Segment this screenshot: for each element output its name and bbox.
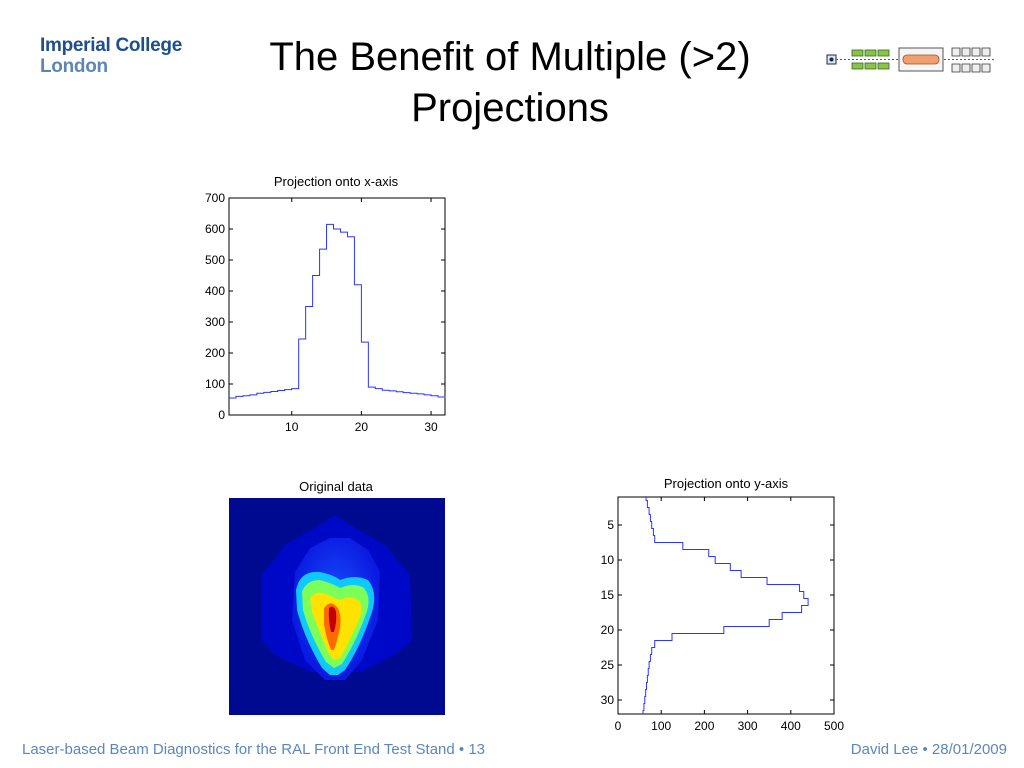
x-projection-ytick-label: 100 — [205, 377, 225, 391]
original-data-heatmap: Original data — [229, 479, 445, 715]
y-projection-xtick-label: 400 — [781, 719, 801, 733]
x-projection-ytick-label: 0 — [218, 408, 225, 422]
y-projection-ytick-label: 5 — [607, 518, 614, 532]
x-projection-trace — [229, 223, 446, 399]
y-projection-ytick-label: 10 — [601, 553, 615, 567]
y-projection-xtick-label: 0 — [615, 719, 622, 733]
heatmap-beam-max — [328, 606, 337, 632]
y-projection-ytick-label: 20 — [601, 623, 615, 637]
y-projection-trace — [642, 497, 809, 714]
y-projection-xtick-label: 100 — [651, 719, 671, 733]
slide-title: The Benefit of Multiple (>2) Projections — [269, 35, 751, 130]
x-projection-xtick-label: 30 — [424, 420, 438, 434]
logo-line-1: Imperial College — [40, 35, 182, 56]
x-projection-ytick-label: 200 — [205, 346, 225, 360]
x-projection-chart: Projection onto x-axis 0 100 200 300 400 500 6… — [205, 174, 446, 434]
x-projection-ytick-label: 500 — [205, 253, 225, 267]
x-projection-ytick-label: 600 — [205, 222, 225, 236]
y-projection-title: Projection onto y-axis — [664, 476, 789, 491]
y-projection-ytick-label: 15 — [601, 588, 615, 602]
y-projection-ticks: 5 10 15 20 25 300 100 200 300 400 500 — [601, 497, 844, 733]
x-projection-ytick-label: 300 — [205, 315, 225, 329]
footer-presentation-title: Laser-based Beam Diagnostics for the RAL… — [22, 741, 486, 758]
y-projection-ytick-label: 30 — [601, 693, 615, 707]
x-projection-title: Projection onto x-axis — [274, 174, 399, 189]
imperial-college-logo: Imperial College London — [40, 36, 182, 76]
y-projection-xtick-label: 500 — [824, 719, 844, 733]
beamline-schematic-icon — [826, 47, 994, 73]
x-projection-xtick-label: 10 — [285, 420, 299, 434]
footer-author-date: David Lee • 28/01/2009 — [850, 741, 1007, 758]
logo-line-2: London — [40, 56, 108, 77]
y-projection-ytick-label: 25 — [601, 658, 615, 672]
y-projection-axes-box — [617, 496, 835, 715]
x-projection-ytick-label: 400 — [205, 284, 225, 298]
x-projection-ticks: 0 100 200 300 400 500 600 700 10 20 30 — [205, 191, 445, 434]
y-projection-xtick-label: 200 — [694, 719, 714, 733]
y-projection-chart: Projection onto y-axis 5 10 15 20 25 300 100 20… — [601, 476, 845, 733]
x-projection-axes-box — [228, 197, 446, 416]
x-projection-xtick-label: 20 — [355, 420, 369, 434]
heatmap-title: Original data — [299, 479, 373, 494]
x-projection-ytick-label: 700 — [205, 191, 225, 205]
y-projection-xtick-label: 300 — [738, 719, 758, 733]
